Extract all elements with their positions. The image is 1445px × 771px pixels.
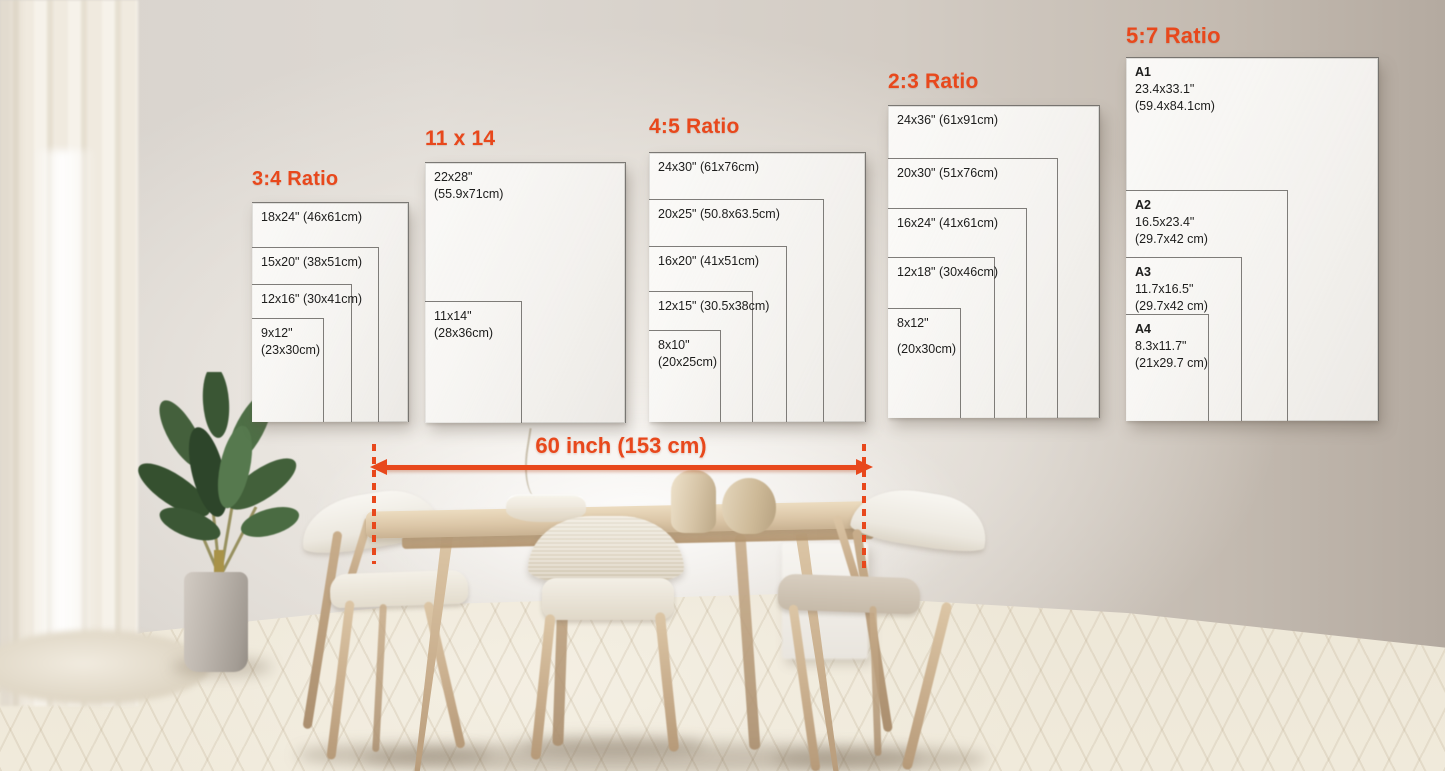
ratio-title-2-3: 2:3 Ratio (888, 70, 979, 93)
right-chair-seat (777, 573, 921, 615)
measure-dashed-line-left (372, 444, 376, 564)
ratio-title-3-4: 3:4 Ratio (252, 168, 339, 190)
size-chart-5-7: A1 23.4x33.1" (59.4x84.1cm) A2 16.5x23.4" … (1126, 57, 1379, 421)
glass-bowl (506, 494, 586, 522)
size-label: 11x14" (28x36cm) (434, 309, 494, 340)
size-chart-11x14: 22x28" (55.9x71cm) 11x14" (28x36cm) (425, 162, 626, 423)
round-vase (722, 478, 776, 534)
size-label: 12x16" (30x41cm) (261, 292, 363, 306)
table-shadow (360, 742, 920, 771)
measure-arrow-shaft (384, 465, 858, 470)
curtain-highlight (34, 150, 96, 670)
size-label: A4 8.3x11.7" (21x29.7 cm) (1135, 322, 1208, 370)
ratio-title-5-7: 5:7 Ratio (1126, 23, 1221, 48)
measure-dashed-line-right (862, 444, 866, 571)
ratio-title-4-5: 4:5 Ratio (649, 115, 740, 138)
size-label: 12x15" (30.5x38cm) (658, 299, 770, 313)
size-label: 16x24" (41x61cm) (897, 216, 999, 230)
curtain-hem (0, 630, 210, 704)
center-chair-seat (542, 578, 674, 620)
size-label: 24x30" (61x76cm) (658, 160, 760, 174)
size-label: 24x36" (61x91cm) (897, 113, 999, 127)
size-label: 8x10" (20x25cm) (658, 338, 718, 369)
size-chart-2-3: 24x36" (61x91cm) 20x30" (51x76cm) 16x24"… (888, 105, 1100, 418)
size-rect-a4: A4 8.3x11.7" (21x29.7 cm) (1126, 314, 1209, 421)
plant-pot (184, 572, 248, 672)
size-label: 8x12" (20x30cm) (897, 316, 957, 356)
size-label: 15x20" (38x51cm) (261, 255, 363, 269)
size-rect-8x10: 8x10" (20x25cm) (649, 330, 721, 422)
size-label: 9x12" (23x30cm) (261, 326, 321, 357)
size-chart-4-5: 24x30" (61x76cm) 20x25" (50.8x63.5cm) 16… (649, 152, 866, 422)
center-chair-back (528, 516, 684, 584)
tall-vase (671, 470, 716, 533)
plant-leaves (138, 372, 300, 580)
size-chart-3-4: 18x24" (46x61cm) 15x20" (38x51cm) 12x16"… (252, 202, 409, 422)
size-label: A1 23.4x33.1" (59.4x84.1cm) (1135, 65, 1215, 113)
center-chair-shadow (520, 736, 705, 756)
size-rect-9x12: 9x12" (23x30cm) (252, 318, 324, 422)
ratio-title-11x14: 11 x 14 (425, 127, 496, 150)
size-label: 12x18" (30x46cm) (897, 265, 999, 279)
size-label: 18x24" (46x61cm) (261, 210, 363, 224)
size-label: 20x30" (51x76cm) (897, 166, 999, 180)
size-label: 22x28" (55.9x71cm) (434, 170, 504, 201)
table-width-label: 60 inch (153 cm) (535, 433, 707, 458)
left-chair-shadow (296, 744, 491, 766)
size-label: 20x25" (50.8x63.5cm) (658, 207, 780, 221)
size-rect-11x14: 11x14" (28x36cm) (425, 301, 522, 423)
size-label: 16x20" (41x51cm) (658, 254, 760, 268)
size-label: A3 11.7x16.5" (29.7x42 cm) (1135, 265, 1208, 313)
size-label: A2 16.5x23.4" (29.7x42 cm) (1135, 198, 1208, 246)
size-rect-8x12: 8x12" (20x30cm) (888, 308, 961, 418)
